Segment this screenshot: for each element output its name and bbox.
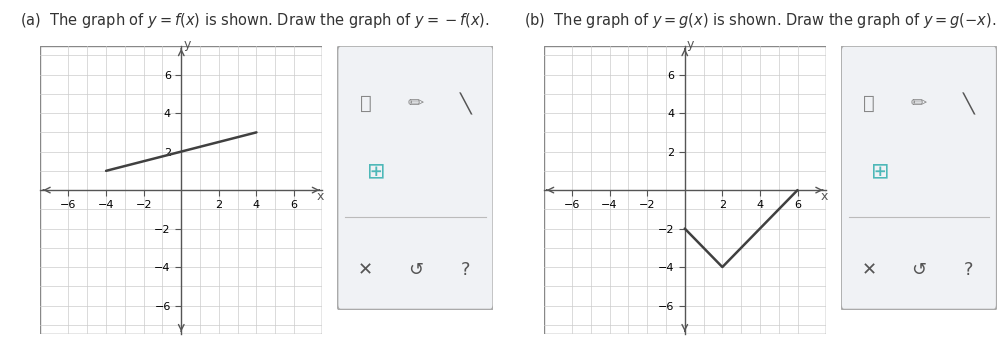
Text: ✕: ✕ [861, 261, 876, 279]
Text: ✕: ✕ [357, 261, 373, 279]
Text: (b)  The graph of $y=g\left(x\right)$ is shown. Draw the graph of $y=g\left(-x\r: (b) The graph of $y=g\left(x\right)$ is … [524, 11, 996, 30]
Text: y: y [687, 38, 694, 51]
Text: ?: ? [964, 261, 974, 279]
Text: ⬜: ⬜ [863, 94, 875, 113]
Text: ⊞: ⊞ [368, 163, 386, 182]
FancyBboxPatch shape [337, 46, 493, 310]
Text: ?: ? [460, 261, 470, 279]
Text: ╲: ╲ [963, 93, 975, 115]
Text: y: y [183, 38, 190, 51]
Text: ⬜: ⬜ [359, 94, 372, 113]
Text: (a)  The graph of $y=f(x)$ is shown. Draw the graph of $y=-f(x)$.: (a) The graph of $y=f(x)$ is shown. Draw… [20, 11, 489, 30]
Text: x: x [820, 190, 828, 203]
Text: ✏: ✏ [910, 94, 927, 113]
FancyBboxPatch shape [841, 46, 997, 310]
Text: x: x [316, 190, 324, 203]
Bar [40, 46, 322, 334]
Text: ⊞: ⊞ [871, 163, 889, 182]
Text: ↺: ↺ [911, 261, 926, 279]
Bar [544, 46, 826, 334]
Text: ╲: ╲ [459, 93, 471, 115]
Text: ✏: ✏ [407, 94, 424, 113]
Text: ↺: ↺ [408, 261, 423, 279]
